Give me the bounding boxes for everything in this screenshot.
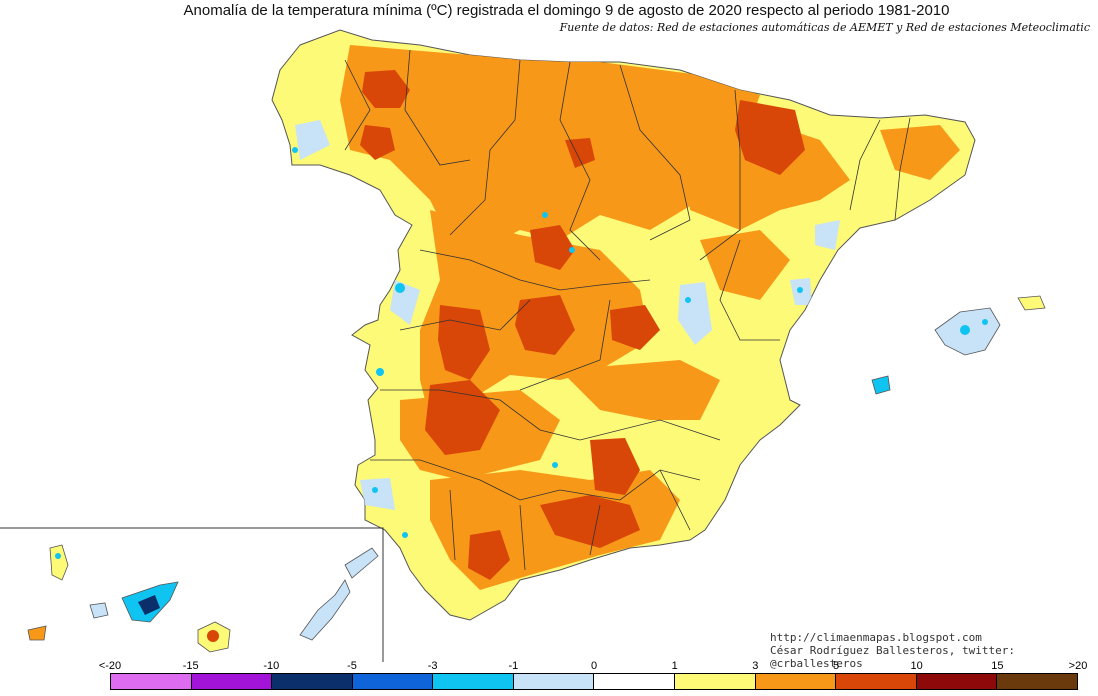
inset-frame (0, 527, 384, 662)
map-title: Anomalía de la temperatura mínima (ºC) r… (0, 2, 1098, 19)
legend-swatch (513, 674, 595, 689)
menorca (1017, 295, 1046, 311)
legend-swatch (997, 674, 1077, 689)
iberian-peninsula (271, 29, 976, 621)
legend-tick-label: >20 (1068, 660, 1088, 672)
legend-tick-label: -15 (182, 660, 199, 672)
legend-swatch (836, 674, 917, 689)
legend-tick-label: 0 (590, 660, 598, 672)
anomaly-5-to-10-zones (360, 70, 805, 580)
legend-swatch (675, 674, 756, 689)
legend-swatch (111, 674, 192, 689)
anomaly-cold-spots (292, 147, 803, 538)
legend-swatch (272, 674, 353, 689)
legend-tick-label: 3 (752, 660, 759, 672)
legend-tick-label: -10 (263, 660, 280, 672)
canary-islands-inset (0, 527, 384, 662)
legend-tick-label: 5 (832, 660, 840, 672)
legend-tick-label: -5 (347, 660, 357, 672)
legend-tick-label: 10 (910, 660, 923, 672)
legend-tick-label: <-20 (98, 660, 122, 672)
ibiza (871, 375, 891, 395)
lanzarote (344, 547, 379, 579)
province-borders (344, 49, 911, 571)
legend-tick-label: 15 (991, 660, 1004, 672)
anomaly-0-to-minus1-zones (295, 120, 840, 510)
legend-swatch (352, 674, 434, 689)
legend-swatch (191, 674, 273, 689)
map-title-text: Anomalía de la temperatura mínima (ºC) r… (183, 2, 950, 19)
tenerife-core (138, 595, 160, 615)
balearic-islands (871, 295, 1046, 395)
la-palma (49, 544, 69, 581)
el-hierro (27, 625, 47, 641)
la-gomera (89, 602, 109, 619)
legend-tick-label: 1 (671, 660, 678, 672)
legend-swatch (755, 674, 837, 689)
legend-tick-label: -3 (427, 660, 438, 672)
map-subtitle: Fuente de datos: Red de estaciones autom… (559, 21, 1090, 34)
fuerteventura (299, 579, 351, 641)
color-legend-bar (110, 673, 1078, 690)
legend-tick-label: -1 (508, 660, 519, 672)
credit-url: http://climaenmapas.blogspot.com (770, 631, 982, 644)
legend-swatch (433, 674, 514, 689)
legend-swatch (916, 674, 998, 689)
credit-author: César Rodríguez Ballesteros, twitter: @c… (770, 644, 1016, 670)
legend-swatch (594, 674, 676, 689)
